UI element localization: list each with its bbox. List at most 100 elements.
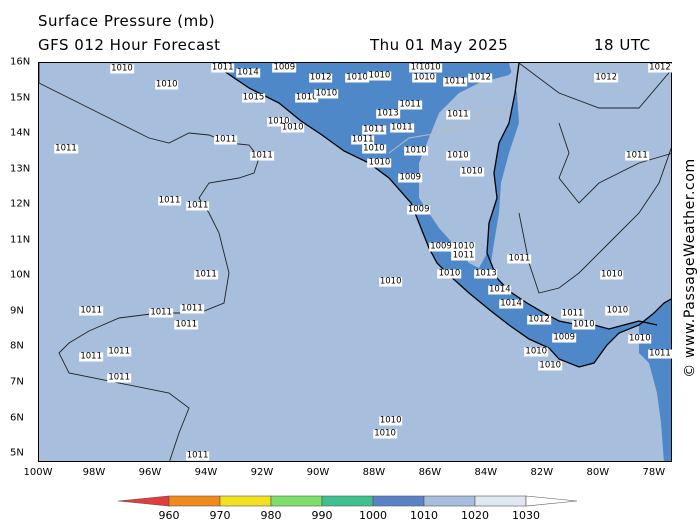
- isobar-label: 1012: [468, 72, 493, 83]
- caribbean-sea: [491, 63, 671, 329]
- isobar-label: 1011: [213, 134, 238, 145]
- isobar-label: 1010: [605, 305, 630, 316]
- longitude-tick-label: 80W: [586, 467, 610, 478]
- isobar-label: 1011: [185, 450, 210, 461]
- colorbar-tick-label: 970: [209, 509, 231, 522]
- isobar-label: 1011: [174, 319, 199, 330]
- colorbar-swatch: [474, 495, 527, 507]
- isobar-label: 1010: [367, 70, 392, 81]
- latitude-tick-label: 16N: [10, 56, 31, 68]
- isobar-label: 1010: [154, 79, 179, 90]
- isobar-label: 1010: [294, 92, 319, 103]
- isobar-label: 1014: [499, 298, 523, 309]
- isobar-line: [558, 122, 671, 204]
- longitude-tick-label: 86W: [418, 467, 442, 478]
- isobar-label: 1009: [552, 332, 577, 343]
- watermark-text: © www.PassageWeather.com: [682, 158, 698, 378]
- isobar-label: 1011: [250, 150, 274, 161]
- isobar-label: 1014: [236, 67, 260, 78]
- isobar-label: 1010: [418, 62, 442, 73]
- longitude-tick-label: 90W: [306, 467, 330, 478]
- isobar-label: 1013: [376, 108, 400, 119]
- colorbar-swatch: [423, 495, 476, 507]
- latitude-tick-label: 6N: [10, 412, 24, 424]
- colorbar-swatch: [118, 495, 170, 507]
- longitude-tick-label: 82W: [530, 467, 554, 478]
- isobar-label: 1009: [398, 172, 423, 183]
- isobar-label: 1011: [180, 303, 204, 314]
- isobar-label: 1010: [627, 333, 652, 344]
- colorbar-tick-label: 1020: [461, 509, 489, 522]
- map-canvas: [39, 63, 671, 461]
- isobar-label: 1010: [412, 72, 437, 83]
- pressure-map[interactable]: [38, 62, 672, 462]
- isobar-label: 1011: [194, 269, 218, 280]
- pacific-coastline: [218, 63, 671, 368]
- colorbar-swatch: [168, 495, 221, 507]
- longitude-tick-label: 92W: [250, 467, 274, 478]
- longitude-tick-label: 78W: [642, 467, 666, 478]
- forecast-time: 18 UTC: [594, 36, 651, 54]
- colorbar-tick-label: 1010: [410, 509, 438, 522]
- isobar-label: 1011: [446, 109, 470, 120]
- latitude-tick-label: 14N: [10, 127, 31, 139]
- isobar-label: 1011: [507, 253, 532, 264]
- isobar-label: 1012: [527, 314, 551, 325]
- isobar-label: 1010: [362, 143, 386, 154]
- isobar-line: [39, 63, 260, 461]
- latitude-tick-label: 5N: [10, 447, 24, 459]
- isobar-label: 1010: [345, 72, 369, 83]
- isobar-label: 1012: [594, 72, 619, 83]
- isobar-label: 1011: [210, 62, 235, 73]
- longitude-tick-label: 84W: [474, 467, 498, 478]
- isobar-label: 1011: [443, 76, 467, 87]
- border-line: [388, 107, 510, 154]
- isobar-label: 1010: [378, 276, 403, 287]
- isobar-label: 1011: [54, 143, 78, 154]
- longitude-tick-label: 96W: [138, 467, 162, 478]
- isobar-label: 1011: [157, 195, 182, 206]
- colorbar-tick-label: 960: [158, 509, 180, 522]
- latitude-tick-label: 15N: [10, 92, 31, 104]
- isobar-label: 1015: [241, 92, 266, 103]
- pressure-colorbar: [118, 495, 578, 507]
- colorbar-swatch: [372, 495, 425, 507]
- latitude-tick-label: 13N: [10, 163, 31, 175]
- isobar-label: 1009: [406, 204, 431, 215]
- latitude-tick-label: 7N: [10, 376, 24, 388]
- isobar-label: 1013: [474, 268, 498, 279]
- isobar-label: 1011: [350, 134, 375, 145]
- isobar-line: [518, 63, 671, 109]
- latitude-tick-label: 10N: [10, 269, 31, 281]
- colorbar-tick-label: 1030: [512, 509, 540, 522]
- isobar-label: 1011: [79, 305, 103, 316]
- forecast-date: Thu 01 May 2025: [370, 36, 509, 54]
- colorbar-tick-label: 980: [260, 509, 282, 522]
- isobar-label: 1010: [460, 166, 484, 177]
- isobar-label: 1010: [524, 346, 549, 357]
- lake-nicaragua: [437, 195, 465, 238]
- isobar-label: 1011: [451, 250, 476, 261]
- isobar-label: 1011: [107, 372, 131, 383]
- latitude-tick-label: 9N: [10, 305, 24, 317]
- isobar-label: 1012: [308, 72, 333, 83]
- isobar-line: [518, 147, 671, 294]
- isobar-label: 1014: [488, 284, 512, 295]
- latitude-tick-label: 8N: [10, 340, 24, 352]
- isobar-label: 1011: [107, 346, 131, 357]
- isobar-label: 1011: [362, 124, 386, 135]
- isobar-label: 1010: [378, 415, 403, 426]
- longitude-tick-label: 94W: [194, 467, 218, 478]
- latitude-tick-label: 12N: [10, 198, 31, 210]
- isobar-label: 1010: [404, 145, 428, 156]
- isobar-label: 1009: [272, 62, 297, 73]
- isobar-label: 1010: [373, 428, 397, 439]
- longitude-tick-label: 98W: [82, 467, 106, 478]
- longitude-tick-label: 88W: [362, 467, 386, 478]
- longitude-tick-label: 100W: [23, 467, 53, 478]
- isobar-label: 1010: [538, 360, 563, 371]
- colorbar-tick-label: 1000: [359, 509, 387, 522]
- colorbar-swatch: [219, 495, 272, 507]
- isobar-label: 1010: [446, 150, 470, 161]
- isobar-label: 1009: [429, 241, 453, 252]
